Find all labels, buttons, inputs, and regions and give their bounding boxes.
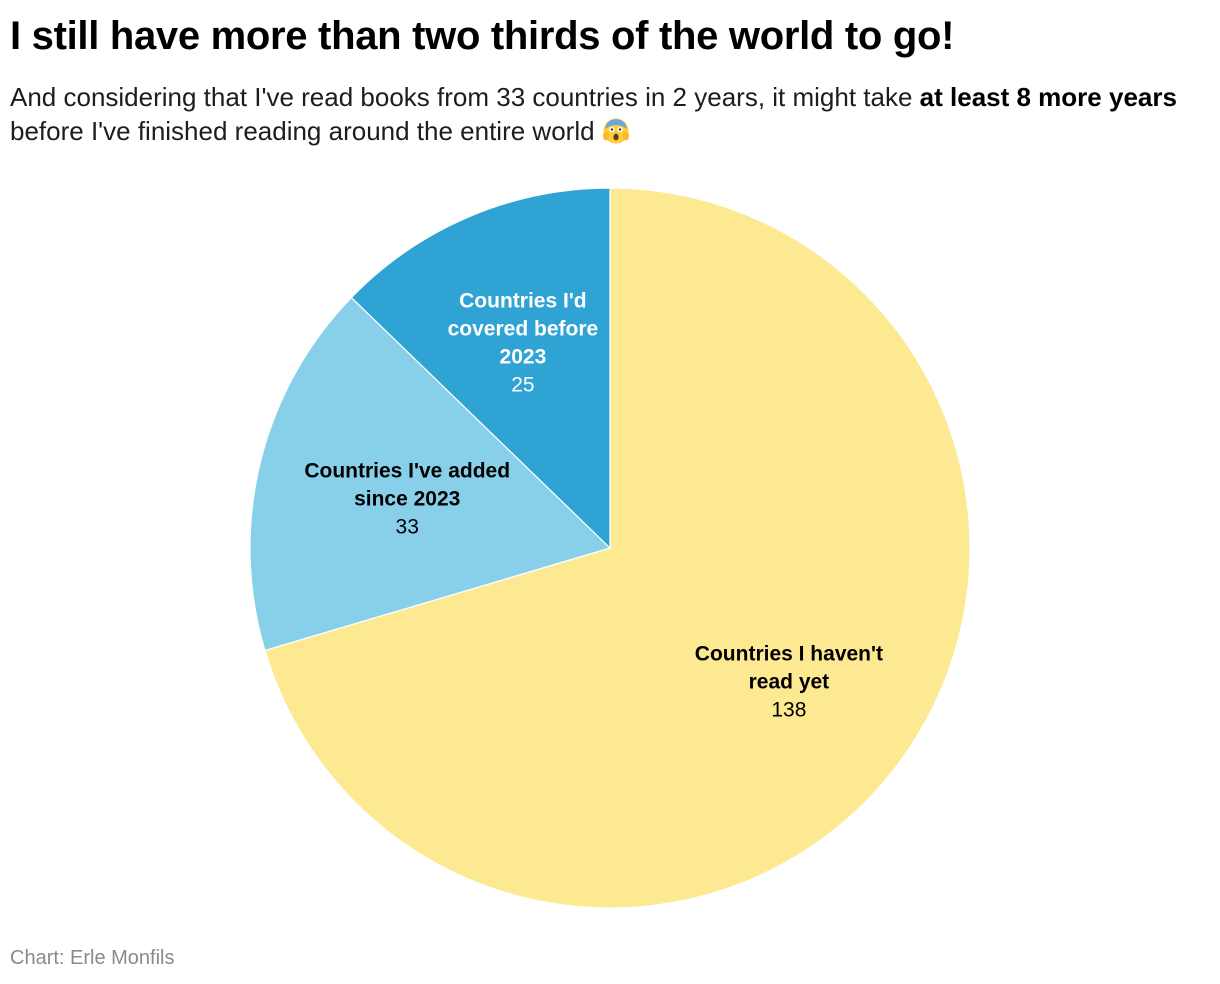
chart-subtitle: And considering that I've read books fro… [10, 80, 1205, 148]
subtitle-text-1: And considering that I've read books fro… [10, 82, 920, 112]
slice-value-label: 138 [771, 699, 806, 722]
pie-slice [249, 296, 612, 652]
pie-labels: Countries I haven't read yet 138 Countries … [304, 290, 883, 722]
chart-source: Chart: Erle Monfils [10, 947, 175, 969]
chart-title: I still have more than two thirds of the… [10, 14, 955, 58]
pie-slices [249, 187, 971, 909]
slice-value-label: 25 [511, 374, 534, 397]
subtitle-text-2: before I've finished reading around the … [10, 116, 602, 146]
pie-slice [264, 187, 971, 909]
slice-value-label: 33 [396, 515, 419, 538]
slice-label: Countries I haven't read yet [695, 643, 883, 694]
pie-slice [350, 187, 611, 550]
slice-label: Countries I've added since 2023 [304, 459, 510, 510]
subtitle-bold-text: at least 8 more years [919, 82, 1177, 112]
slice-label: Countries I'd covered before 2023 [448, 290, 599, 369]
screaming-face-icon [602, 118, 629, 144]
